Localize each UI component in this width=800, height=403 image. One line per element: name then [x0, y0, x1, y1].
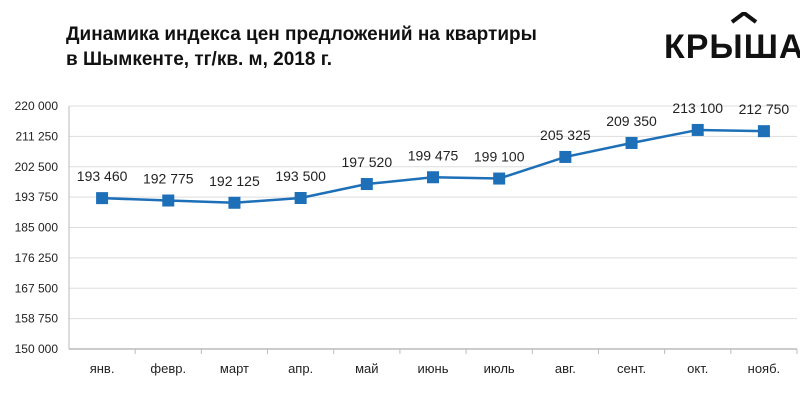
chart-title-line-2: в Шымкенте, тг/кв. м, 2018 г. — [66, 49, 333, 70]
data-label: 192 775 — [143, 171, 194, 187]
logo-roof-icon — [730, 12, 758, 24]
data-point — [559, 150, 572, 163]
data-point — [427, 171, 439, 184]
x-tick-label: май — [355, 361, 378, 376]
data-label: 193 460 — [77, 168, 128, 184]
x-tick-label: сент. — [617, 361, 646, 376]
data-point — [162, 194, 175, 207]
data-label: 212 750 — [739, 101, 790, 117]
chart-title: Динамика индекса цен предложений на квар… — [66, 22, 537, 72]
y-tick-label: 220 000 — [15, 99, 59, 113]
x-tick-label: март — [220, 361, 249, 376]
y-tick-label: 176 250 — [15, 251, 59, 265]
y-tick-label: 150 000 — [15, 342, 59, 356]
x-tick-label: авг. — [555, 361, 576, 376]
data-label: 199 100 — [474, 149, 525, 165]
data-point — [228, 196, 241, 209]
y-tick-label: 202 500 — [15, 160, 59, 174]
chart-title-line-1: Динамика индекса цен предложений на квар… — [66, 24, 537, 45]
data-point — [96, 192, 109, 205]
logo-text: КРЫША — [664, 28, 800, 66]
data-label: 209 350 — [606, 113, 657, 129]
x-tick-label: февр. — [150, 361, 186, 376]
x-tick-label: апр. — [288, 361, 313, 376]
x-tick-label: нояб. — [748, 361, 781, 376]
y-tick-label: 158 750 — [15, 312, 59, 326]
y-tick-label: 193 750 — [15, 190, 59, 204]
data-point — [493, 172, 506, 185]
x-tick-label: янв. — [90, 361, 115, 376]
krysha-logo: КРЫША — [664, 12, 800, 66]
data-label: 213 100 — [672, 100, 723, 116]
data-point — [757, 125, 770, 138]
x-tick-label: июнь — [418, 361, 449, 376]
y-tick-label: 167 500 — [15, 281, 59, 295]
y-tick-label: 211 250 — [16, 129, 59, 143]
data-label: 199 475 — [408, 147, 459, 163]
data-point — [625, 136, 638, 149]
y-tick-label: 185 000 — [15, 221, 59, 235]
data-label: 197 520 — [342, 154, 393, 170]
data-point — [360, 178, 373, 191]
data-label: 192 125 — [209, 173, 260, 189]
data-point — [691, 123, 704, 136]
data-label: 205 325 — [540, 127, 591, 143]
x-tick-label: окт. — [687, 361, 708, 376]
data-label: 193 500 — [275, 168, 326, 184]
x-tick-label: июль — [484, 361, 515, 376]
data-point — [294, 191, 307, 204]
